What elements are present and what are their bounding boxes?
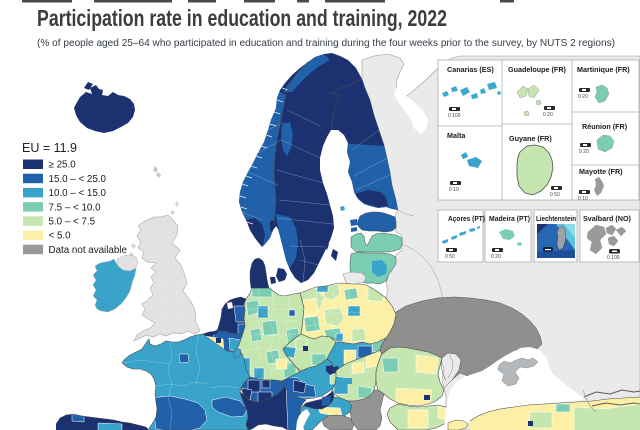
svg-text:0 20: 0 20 — [543, 112, 553, 118]
svg-text:0 20: 0 20 — [579, 149, 589, 155]
svg-text:0 10: 0 10 — [449, 187, 459, 193]
svg-text:Guyane (FR): Guyane (FR) — [509, 134, 552, 143]
svg-text:Participation rate in educatio: Participation rate in education and trai… — [37, 5, 447, 31]
svg-text:0 20: 0 20 — [491, 254, 501, 260]
svg-text:Madeira (PT): Madeira (PT) — [489, 214, 531, 223]
svg-text:0 100: 0 100 — [448, 113, 461, 119]
svg-text:Data not available: Data not available — [49, 245, 128, 256]
svg-text:Réunion (FR): Réunion (FR) — [582, 122, 628, 131]
svg-text:≥ 25.0: ≥ 25.0 — [49, 160, 77, 171]
svg-text:0 50: 0 50 — [550, 192, 560, 198]
svg-text:7.5 – < 10.0: 7.5 – < 10.0 — [49, 202, 102, 213]
svg-text:Açores (PT): Açores (PT) — [448, 214, 486, 223]
svg-text:10.0 – < 15.0: 10.0 – < 15.0 — [49, 188, 107, 199]
svg-text:< 5.0: < 5.0 — [49, 231, 72, 242]
svg-text:(% of people aged 25–64 who pa: (% of people aged 25–64 who participated… — [37, 37, 615, 49]
svg-text:0 50: 0 50 — [445, 254, 455, 260]
svg-text:EU = 11.9: EU = 11.9 — [22, 141, 77, 155]
svg-text:0 10: 0 10 — [578, 196, 588, 202]
svg-text:Canarias (ES): Canarias (ES) — [447, 65, 494, 74]
svg-text:0 20: 0 20 — [578, 94, 588, 100]
svg-text:Liechtenstein: Liechtenstein — [536, 214, 576, 223]
svg-text:Mayotte (FR): Mayotte (FR) — [579, 167, 623, 176]
svg-text:0 100: 0 100 — [607, 255, 620, 261]
svg-text:Guadeloupe (FR): Guadeloupe (FR) — [508, 65, 567, 74]
svg-text:Martinique (FR): Martinique (FR) — [577, 65, 630, 74]
svg-text:5.0 – < 7.5: 5.0 – < 7.5 — [49, 217, 96, 228]
svg-text:Malta: Malta — [447, 131, 466, 140]
svg-text:Svalbard (NO): Svalbard (NO) — [583, 214, 632, 223]
svg-text:15.0 – < 25.0: 15.0 – < 25.0 — [49, 174, 107, 185]
